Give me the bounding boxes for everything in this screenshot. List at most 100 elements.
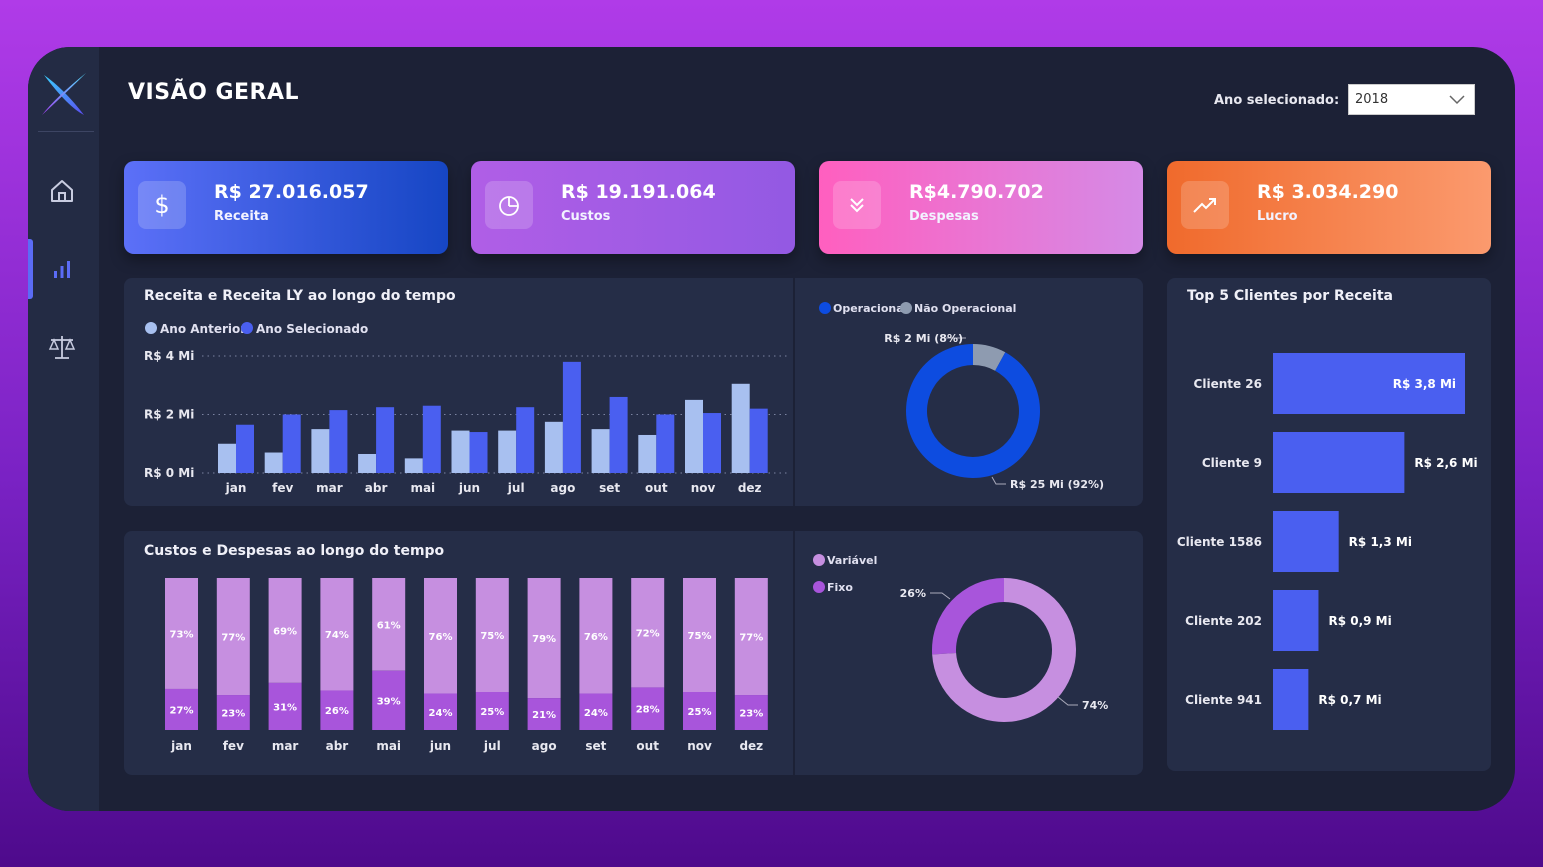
nav-active-indicator [28,239,33,299]
nav-analytics[interactable] [44,251,80,287]
bar-fixo-abr [320,690,354,730]
bar-variavel-dez [734,578,768,696]
revenue-chart: Ano Anterior Ano Selecionado R$ 4 Mi R$ 2 M… [144,278,1104,506]
x-tick-label: jul [483,739,501,753]
x-tick-label: out [645,481,668,495]
x-tick-label: ago [532,739,557,753]
x-tick-label: jan [170,739,192,753]
x-tick-label: abr [326,739,349,753]
costs-chart: 73% 27% jan 77% 23% fev 69% 31% mar 74% 26% abr 61% 3… [165,531,1108,775]
nav-balance[interactable] [44,329,80,365]
x-tick-label: fev [272,481,293,495]
page-title: VISÃO GERAL [128,80,300,105]
sidebar-divider [38,131,94,132]
data-label-variavel: 73% [170,629,194,640]
kpi-value: R$ 19.191.064 [561,181,716,203]
bar-prev-out [638,434,657,473]
x-tick-label: ago [550,481,575,495]
bar-fixo-dez [734,695,768,730]
data-label-variavel: 61% [377,620,401,631]
client-label: Cliente 1586 [1177,535,1262,549]
donut-label-large: R$ 25 Mi (92%) [1010,478,1104,491]
client-label: Cliente 941 [1185,693,1262,707]
data-label-variavel: 79% [532,634,556,645]
x-tick-label: set [599,481,620,495]
kpi-card-despesas: R$4.790.702 Despesas [819,161,1143,254]
clients-chart: Cliente 26 R$ 3,8 Mi Cliente 9 R$ 2,6 Mi Cli… [1177,353,1478,730]
bar-prev-mar [311,429,330,473]
bar-sel-abr [376,407,395,473]
bar-variavel-mai [372,578,406,671]
data-label-fixo: 21% [532,710,556,721]
bar-sel-set [609,396,628,473]
client-bar-0 [1273,353,1465,414]
x-tick-label: mai [376,739,401,753]
kpi-card-custos: R$ 19.191.064 Custos [471,161,795,254]
bar-sel-mai [422,405,441,473]
bar-sel-jul [516,407,535,473]
data-label-fixo: 24% [584,708,608,719]
data-label-variavel: 76% [429,632,453,643]
costs-donut-slice-fixo [932,578,1004,655]
revenue-donut-slice-1 [973,344,1006,371]
data-label-variavel: 75% [480,631,504,642]
kpi-label: Despesas [909,209,979,224]
data-label-fixo: 28% [636,705,660,716]
x-tick-label: mar [316,481,343,495]
bar-variavel-set [579,578,613,694]
home-icon [51,180,73,202]
year-select[interactable]: 2018 [1348,84,1475,115]
legend-dot-fixo [813,581,825,593]
x-tick-label: jun [429,739,451,753]
x-tick-label: nov [691,481,716,495]
bar-prev-jan [218,443,236,473]
kpi-label: Lucro [1257,209,1298,224]
x-tick-label: mai [410,481,435,495]
x-tick-label: mar [272,739,299,753]
client-value-label: R$ 2,6 Mi [1414,456,1477,470]
clients-chart-title: Top 5 Clientes por Receita [1187,288,1393,304]
bar-variavel-jul [475,578,509,692]
data-label-fixo: 25% [480,707,504,718]
legend-label-fixo: Fixo [827,581,853,594]
client-label: Cliente 26 [1194,377,1262,391]
dollar-icon: $ [138,181,186,229]
bar-fixo-mai [372,670,406,730]
data-label-fixo: 39% [377,696,401,707]
leader-line [991,476,1006,485]
data-label-fixo: 25% [688,707,712,718]
clients-panel: Top 5 Clientes por Receita Cliente 26 R$ … [1167,278,1491,771]
nav-home[interactable] [44,173,80,209]
x-tick-label: dez [738,481,762,495]
bar-variavel-nov [683,578,716,692]
legend-dot-variavel [813,554,825,566]
x-tick-label: jul [507,481,525,495]
bar-fixo-mar [268,682,302,730]
year-select-value: 2018 [1355,92,1389,107]
client-value-label: R$ 3,8 Mi [1393,377,1456,391]
bar-sel-fev [282,414,301,473]
data-label-variavel: 72% [636,629,660,640]
client-bar-4 [1273,669,1309,730]
bar-fixo-nov [683,692,716,730]
x-tick-label: jan [225,481,247,495]
svg-text:$: $ [154,191,169,219]
client-label: Cliente 9 [1202,456,1262,470]
bar-variavel-jun [424,578,457,694]
trend-up-icon [1181,181,1229,229]
bar-prev-dez [731,383,750,473]
bar-variavel-jan [165,578,198,689]
bar-fixo-set [579,693,613,730]
bar-chart-icon [54,261,70,278]
costs-donut-slice-variavel [932,578,1076,722]
data-label-variavel: 76% [584,632,608,643]
year-filter-label: Ano selecionado: [1214,93,1340,108]
data-label-fixo: 23% [739,709,763,720]
data-label-variavel: 69% [273,626,297,637]
bar-sel-ago [562,361,581,473]
bar-sel-out [656,414,675,473]
data-label-fixo: 31% [273,702,297,713]
kpi-card-lucro: R$ 3.034.290 Lucro [1167,161,1491,254]
sidebar [28,47,99,811]
bar-variavel-ago [527,578,561,699]
